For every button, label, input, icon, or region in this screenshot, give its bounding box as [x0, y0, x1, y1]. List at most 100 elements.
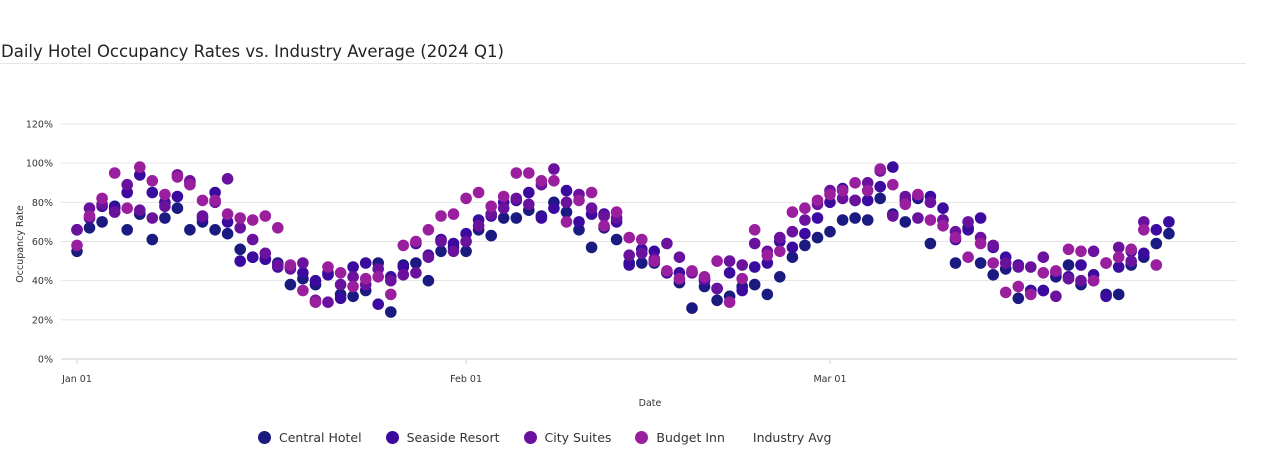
data-point-central-hotel[interactable]	[899, 216, 912, 228]
data-point-central-hotel[interactable]	[435, 245, 447, 258]
data-point-budget-inn[interactable]	[698, 271, 711, 283]
data-point-budget-inn[interactable]	[209, 194, 221, 207]
data-point-budget-inn[interactable]	[146, 175, 159, 187]
data-point-budget-inn[interactable]	[1087, 274, 1100, 287]
data-point-seaside-resort[interactable]	[1100, 290, 1112, 303]
data-point-city-suites[interactable]	[1125, 255, 1137, 267]
data-point-budget-inn[interactable]	[999, 286, 1012, 299]
data-point-budget-inn[interactable]	[447, 208, 460, 220]
data-point-seaside-resort[interactable]	[874, 180, 886, 193]
data-point-city-suites[interactable]	[1012, 261, 1025, 273]
data-point-seaside-resort[interactable]	[861, 194, 874, 207]
data-point-budget-inn[interactable]	[786, 206, 799, 218]
data-point-city-suites[interactable]	[510, 192, 523, 205]
data-point-seaside-resort[interactable]	[523, 186, 535, 199]
data-point-city-suites[interactable]	[497, 202, 510, 214]
data-point-budget-inn[interactable]	[535, 175, 548, 187]
data-point-budget-inn[interactable]	[108, 167, 121, 179]
data-point-seaside-resort[interactable]	[811, 212, 824, 224]
data-point-central-hotel[interactable]	[924, 237, 937, 250]
data-point-budget-inn[interactable]	[874, 163, 886, 175]
data-point-seaside-resort[interactable]	[748, 261, 761, 273]
data-point-seaside-resort[interactable]	[786, 241, 799, 254]
data-point-budget-inn[interactable]	[861, 184, 874, 197]
data-point-seaside-resort[interactable]	[1138, 247, 1150, 260]
data-point-budget-inn[interactable]	[648, 255, 661, 267]
data-point-budget-inn[interactable]	[309, 296, 322, 309]
data-point-central-hotel[interactable]	[949, 257, 962, 269]
data-point-seaside-resort[interactable]	[171, 190, 184, 203]
data-point-central-hotel[interactable]	[159, 212, 171, 224]
data-point-budget-inn[interactable]	[723, 296, 736, 309]
data-point-budget-inn[interactable]	[435, 210, 447, 222]
data-point-city-suites[interactable]	[962, 216, 974, 228]
data-point-seaside-resort[interactable]	[535, 212, 548, 224]
data-point-city-suites[interactable]	[1050, 290, 1062, 303]
data-point-budget-inn[interactable]	[322, 261, 334, 273]
data-point-budget-inn[interactable]	[523, 167, 535, 179]
data-point-central-hotel[interactable]	[422, 274, 435, 287]
data-point-seaside-resort[interactable]	[146, 186, 159, 199]
data-point-central-hotel[interactable]	[410, 257, 422, 269]
data-point-city-suites[interactable]	[912, 212, 924, 224]
data-point-budget-inn[interactable]	[1112, 251, 1125, 263]
data-point-central-hotel[interactable]	[974, 257, 987, 269]
data-point-city-suites[interactable]	[585, 202, 598, 214]
data-point-budget-inn[interactable]	[673, 272, 686, 285]
data-point-city-suites[interactable]	[108, 206, 121, 218]
data-point-city-suites[interactable]	[548, 163, 560, 175]
data-point-budget-inn[interactable]	[1138, 224, 1150, 236]
data-point-budget-inn[interactable]	[347, 280, 359, 293]
legend-item-seaside-resort[interactable]: Seaside Resort	[385, 430, 500, 445]
data-point-budget-inn[interactable]	[711, 255, 723, 267]
data-point-budget-inn[interactable]	[1125, 243, 1137, 256]
data-point-central-hotel[interactable]	[711, 294, 723, 307]
data-point-central-hotel[interactable]	[786, 251, 799, 263]
data-point-city-suites[interactable]	[987, 239, 999, 252]
data-point-central-hotel[interactable]	[1112, 288, 1125, 301]
data-point-central-hotel[interactable]	[284, 278, 297, 291]
data-point-seaside-resort[interactable]	[799, 227, 811, 240]
data-point-seaside-resort[interactable]	[1163, 216, 1175, 228]
data-point-budget-inn[interactable]	[987, 257, 999, 269]
data-point-seaside-resort[interactable]	[974, 212, 987, 224]
data-point-city-suites[interactable]	[723, 255, 736, 267]
data-point-budget-inn[interactable]	[372, 271, 385, 283]
data-point-city-suites[interactable]	[460, 235, 472, 248]
data-point-budget-inn[interactable]	[1062, 243, 1075, 256]
data-point-city-suites[interactable]	[623, 249, 635, 261]
data-point-central-hotel[interactable]	[987, 269, 999, 281]
data-point-seaside-resort[interactable]	[1037, 284, 1050, 297]
data-point-city-suites[interactable]	[774, 231, 786, 244]
data-point-budget-inn[interactable]	[460, 192, 472, 205]
data-point-city-suites[interactable]	[272, 259, 284, 271]
data-point-city-suites[interactable]	[1025, 261, 1037, 273]
data-point-seaside-resort[interactable]	[297, 267, 309, 279]
data-point-budget-inn[interactable]	[761, 249, 774, 261]
legend-item-city-suites[interactable]: City Suites	[523, 430, 611, 445]
data-point-city-suites[interactable]	[246, 233, 259, 246]
data-point-budget-inn[interactable]	[159, 188, 171, 201]
data-point-central-hotel[interactable]	[1163, 227, 1175, 240]
data-point-seaside-resort[interactable]	[1112, 261, 1125, 273]
data-point-budget-inn[interactable]	[272, 222, 284, 234]
data-point-seaside-resort[interactable]	[1075, 259, 1087, 271]
data-point-central-hotel[interactable]	[874, 192, 886, 205]
data-point-seaside-resort[interactable]	[359, 257, 372, 269]
data-point-central-hotel[interactable]	[171, 202, 184, 214]
data-point-budget-inn[interactable]	[410, 235, 422, 248]
data-point-budget-inn[interactable]	[1025, 288, 1037, 301]
data-point-city-suites[interactable]	[1075, 274, 1087, 287]
data-point-city-suites[interactable]	[849, 194, 861, 207]
data-point-budget-inn[interactable]	[774, 245, 786, 258]
data-point-city-suites[interactable]	[322, 296, 334, 309]
data-point-budget-inn[interactable]	[121, 202, 133, 214]
data-point-budget-inn[interactable]	[748, 224, 761, 236]
data-point-budget-inn[interactable]	[937, 220, 949, 232]
data-point-seaside-resort[interactable]	[334, 292, 347, 305]
data-point-budget-inn[interactable]	[974, 237, 987, 250]
data-point-budget-inn[interactable]	[623, 231, 635, 244]
data-point-central-hotel[interactable]	[636, 257, 648, 269]
data-point-central-hotel[interactable]	[121, 224, 133, 236]
data-point-city-suites[interactable]	[435, 235, 447, 248]
